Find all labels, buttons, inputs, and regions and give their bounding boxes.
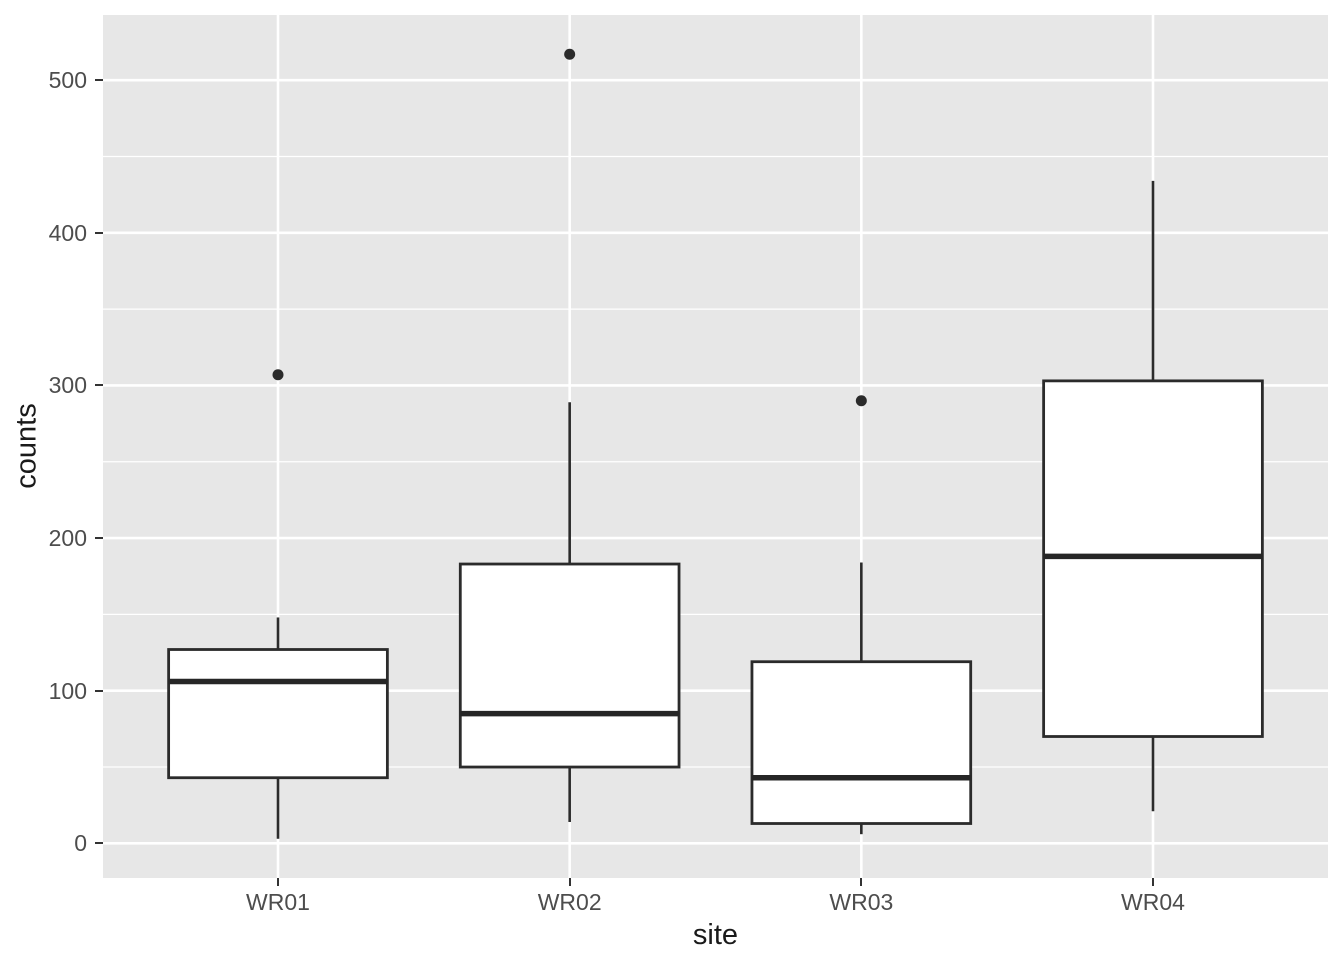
y-tick-label-0: 0 xyxy=(74,830,87,857)
y-tick-label-100: 100 xyxy=(48,677,87,704)
box-wr01 xyxy=(167,648,389,780)
x-tick-mark-wr04 xyxy=(1152,878,1154,886)
outlier-point-wr01 xyxy=(272,369,284,381)
x-tick-label-wr02: WR02 xyxy=(537,889,602,915)
y-tick-mark-400 xyxy=(95,231,103,234)
y-tick-label-200: 200 xyxy=(48,525,87,552)
plot-panel xyxy=(103,15,1328,878)
y-tick-label-300: 300 xyxy=(48,372,87,399)
x-tick-label-wr01: WR01 xyxy=(246,889,310,915)
x-tick-mark-wr03 xyxy=(860,878,863,886)
x-tick-label-wr04: WR04 xyxy=(1121,889,1185,915)
y-tick-mark-200 xyxy=(95,537,103,540)
outlier-point-wr03 xyxy=(855,395,867,407)
y-tick-mark-100 xyxy=(95,689,103,692)
box-wr02 xyxy=(458,562,681,769)
y-tick-label-400: 400 xyxy=(48,219,87,246)
x-tick-mark-wr01 xyxy=(277,878,279,886)
box-wr03 xyxy=(750,660,973,825)
y-tick-label-500: 500 xyxy=(48,67,87,94)
outlier-point-wr02 xyxy=(564,48,576,60)
y-tick-mark-300 xyxy=(95,384,103,387)
y-tick-mark-0 xyxy=(95,842,103,845)
x-tick-label-wr03: WR03 xyxy=(829,889,894,915)
x-axis-title: site xyxy=(692,919,739,951)
y-tick-mark-500 xyxy=(95,79,103,82)
boxplot-canvas xyxy=(103,15,1328,878)
y-axis-title: counts xyxy=(10,403,43,489)
x-tick-mark-wr02 xyxy=(568,878,571,886)
